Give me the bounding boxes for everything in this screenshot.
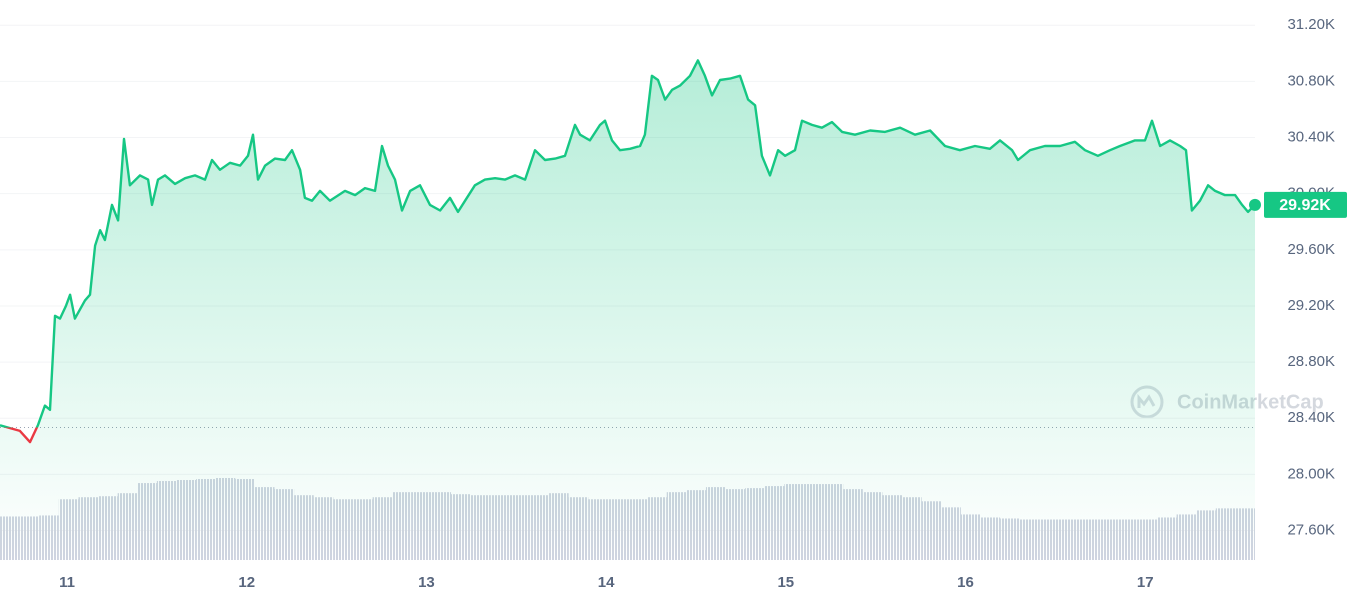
y-tick-label: 29.60K	[1287, 241, 1335, 258]
last-point	[1249, 198, 1261, 211]
x-tick-label: 14	[598, 574, 615, 591]
x-tick-label: 16	[957, 574, 974, 591]
price-area	[0, 60, 1255, 561]
x-tick-label: 12	[238, 574, 255, 591]
price-label-box	[1264, 191, 1347, 218]
y-tick-label: 30.40K	[1287, 129, 1335, 146]
y-tick-label: 28.00K	[1287, 465, 1335, 482]
y-tick-label: 29.20K	[1287, 297, 1335, 314]
price-label: 29.92K	[1279, 197, 1331, 214]
x-tick-label: 17	[1137, 574, 1154, 591]
y-tick-label: 28.40K	[1287, 409, 1335, 426]
x-tick-label: 11	[59, 574, 75, 591]
price-line	[0, 59, 1256, 444]
y-tick-label: 27.60K	[1287, 521, 1335, 538]
x-tick-label: 15	[777, 574, 794, 591]
y-tick-label: 30.80K	[1287, 72, 1335, 89]
y-tick-label: 31.20K	[1287, 16, 1335, 33]
y-tick-label: 28.80K	[1287, 353, 1335, 370]
x-tick-label: 13	[418, 574, 435, 591]
